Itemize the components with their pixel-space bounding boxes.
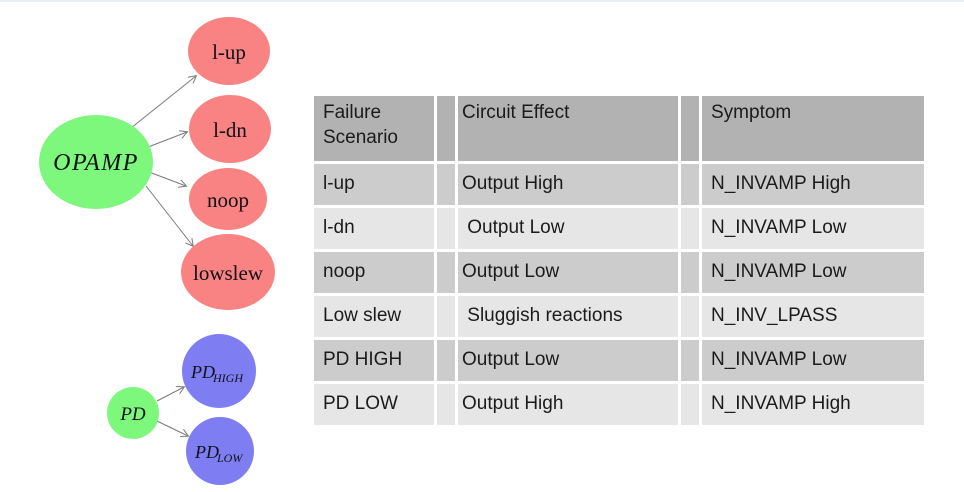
node-pd-label: PD bbox=[119, 404, 146, 425]
column-header-failure-scenario: Failure Scenario bbox=[314, 96, 434, 161]
node-ldn-ellipse bbox=[189, 95, 271, 163]
node-pd-ellipse bbox=[107, 387, 159, 439]
cell-spacer bbox=[437, 208, 455, 249]
header-spacer-1 bbox=[437, 96, 455, 161]
cell-scenario: Low slew bbox=[314, 296, 434, 337]
cell-spacer bbox=[681, 384, 699, 425]
cell-effect: Output High bbox=[458, 384, 678, 425]
table-row-pdlow: PD LOW Output High N_INVAMP High bbox=[314, 384, 924, 425]
edge-pd-high bbox=[156, 387, 184, 402]
cell-spacer bbox=[437, 340, 455, 381]
edge-opamp-lup bbox=[130, 76, 196, 129]
cell-symptom: N_INVAMP Low bbox=[702, 252, 924, 293]
cell-scenario: l-dn bbox=[314, 208, 434, 249]
header-spacer-2 bbox=[681, 96, 699, 161]
cell-spacer bbox=[437, 384, 455, 425]
table-row-lup: l-up Output High N_INVAMP High bbox=[314, 164, 924, 205]
cell-spacer bbox=[681, 252, 699, 293]
cell-spacer bbox=[437, 296, 455, 337]
node-pdlow-ellipse bbox=[186, 417, 254, 485]
table-row-pdhigh: PD HIGH Output Low N_INVAMP Low bbox=[314, 340, 924, 381]
cell-spacer bbox=[681, 164, 699, 205]
column-header-circuit-effect: Circuit Effect bbox=[458, 96, 678, 161]
node-noop-ellipse bbox=[189, 168, 267, 230]
table-header-row: Failure Scenario Circuit Effect Symptom bbox=[314, 96, 924, 161]
column-header-symptom: Symptom bbox=[702, 96, 924, 161]
cell-scenario: noop bbox=[314, 252, 434, 293]
cell-scenario: PD LOW bbox=[314, 384, 434, 425]
cell-symptom: N_INVAMP Low bbox=[702, 340, 924, 381]
node-ldn-label: l-dn bbox=[213, 118, 247, 142]
cell-symptom: N_INVAMP High bbox=[702, 164, 924, 205]
cell-symptom: N_INV_LPASS bbox=[702, 296, 924, 337]
edge-pd-low bbox=[156, 420, 188, 436]
table-row-ldn: l-dn Output Low N_INVAMP Low bbox=[314, 208, 924, 249]
edge-opamp-noop bbox=[148, 171, 186, 186]
cell-scenario: l-up bbox=[314, 164, 434, 205]
cell-effect: Output High bbox=[458, 164, 678, 205]
window-top-hairline bbox=[0, 0, 964, 2]
node-opamp-label: OPAMP bbox=[53, 150, 139, 176]
node-lowslew-label: lowslew bbox=[193, 261, 264, 285]
node-pdhigh-label-base: PD bbox=[190, 362, 215, 382]
fault-tree-diagram: OPAMP l-up l-dn noop lowslew PD PD HIGH … bbox=[39, 17, 275, 485]
node-pdlow-label-sub: LOW bbox=[216, 451, 243, 465]
cell-effect: Output Low bbox=[458, 340, 678, 381]
edge-opamp-ldn bbox=[142, 132, 187, 150]
node-pdhigh-label-sub: HIGH bbox=[212, 371, 244, 385]
node-lup-label: l-up bbox=[212, 40, 246, 64]
cell-spacer bbox=[437, 252, 455, 293]
cell-spacer bbox=[681, 340, 699, 381]
cell-spacer bbox=[681, 296, 699, 337]
cell-scenario: PD HIGH bbox=[314, 340, 434, 381]
cell-spacer bbox=[681, 208, 699, 249]
node-pdhigh-ellipse bbox=[182, 334, 256, 408]
node-pdlow-label-base: PD bbox=[194, 442, 219, 462]
edge-opamp-lowslew bbox=[145, 185, 193, 246]
node-lup-ellipse bbox=[188, 17, 270, 85]
table-row-lowslew: Low slew Sluggish reactions N_INV_LPASS bbox=[314, 296, 924, 337]
failure-table: Failure Scenario Circuit Effect Symptom … bbox=[311, 93, 927, 428]
node-lowslew-ellipse bbox=[181, 234, 275, 310]
table-row-noop: noop Output Low N_INVAMP Low bbox=[314, 252, 924, 293]
node-noop-label: noop bbox=[207, 188, 249, 212]
cell-symptom: N_INVAMP High bbox=[702, 384, 924, 425]
node-opamp-ellipse bbox=[39, 115, 153, 209]
cell-spacer bbox=[437, 164, 455, 205]
cell-effect: Output Low bbox=[458, 208, 678, 249]
cell-symptom: N_INVAMP Low bbox=[702, 208, 924, 249]
cell-effect: Sluggish reactions bbox=[458, 296, 678, 337]
cell-effect: Output Low bbox=[458, 252, 678, 293]
